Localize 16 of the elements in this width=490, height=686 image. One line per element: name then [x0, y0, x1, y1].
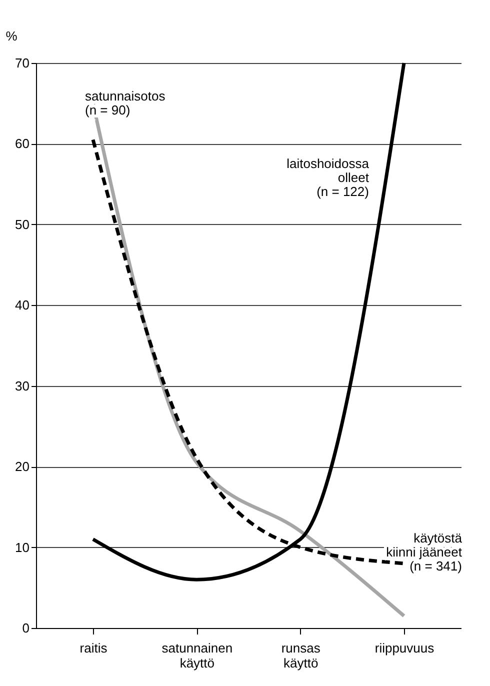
y-tick-label: 0	[22, 620, 30, 636]
x-tick-label: runsas käyttö	[281, 640, 321, 670]
y-tick-label: 10	[15, 540, 30, 555]
x-tick-label: riippuvuus	[374, 640, 435, 656]
series-label: laitoshoidossa olleet (n = 122)	[286, 156, 370, 199]
y-axis-title: %	[6, 28, 18, 44]
y-tick-label: 60	[15, 136, 30, 152]
series-label: satunnaisotos (n = 90)	[85, 88, 166, 118]
x-tick-label: satunnainen käyttö	[162, 640, 233, 670]
y-tick-label: 70	[15, 56, 30, 70]
y-tick-label: 50	[15, 216, 30, 232]
y-tick-label: 20	[15, 459, 30, 474]
series-label: käytöstä kiinni jääneet (n = 341)	[386, 530, 463, 574]
x-tick-label: raitis	[80, 640, 108, 656]
y-tick-label: 30	[15, 378, 30, 394]
y-tick-label: 40	[15, 298, 30, 313]
